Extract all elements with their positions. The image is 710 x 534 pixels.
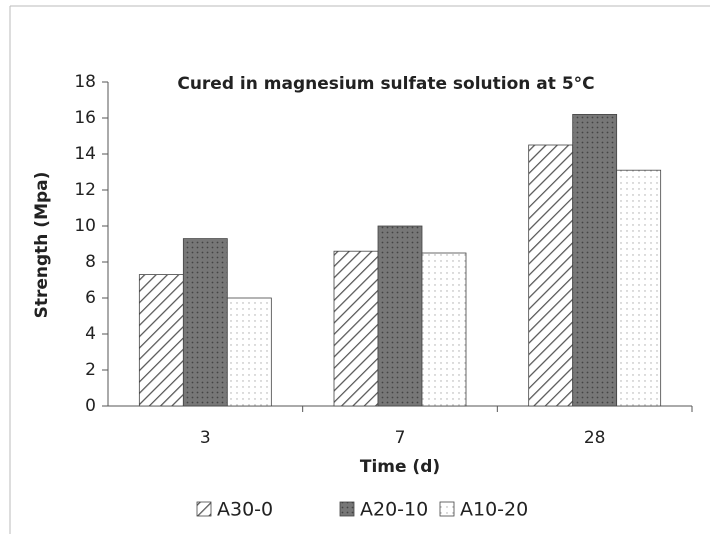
y-tick-label: 12 (74, 180, 96, 200)
bar (226, 297, 272, 407)
y-tick-label: 6 (85, 288, 96, 308)
y-tick-label: 14 (74, 144, 96, 164)
bar (333, 250, 379, 407)
y-tick-label: 0 (85, 396, 96, 416)
bar (572, 114, 618, 407)
legend-label: A10-20 (460, 499, 528, 521)
y-tick-label: 16 (74, 108, 96, 128)
bar (377, 225, 423, 407)
legend-swatch (339, 501, 355, 517)
x-tick-label: 7 (395, 428, 406, 448)
bar (138, 274, 184, 407)
y-tick-label: 2 (85, 360, 96, 380)
y-axis-label: Strength (Mpa) (32, 172, 52, 319)
legend-swatch (439, 501, 455, 517)
x-tick-label: 28 (584, 428, 606, 448)
legend-label: A20-10 (360, 499, 428, 521)
y-tick-label: 10 (74, 216, 96, 236)
bar (616, 169, 662, 407)
x-axis-label: Time (d) (360, 457, 440, 477)
legend-swatch (196, 501, 212, 517)
y-tick-label: 18 (74, 72, 96, 92)
legend-label: A30-0 (217, 499, 273, 521)
x-tick-label: 3 (200, 428, 211, 448)
y-tick-label: 8 (85, 252, 96, 272)
bar (528, 144, 574, 407)
bar (421, 252, 467, 407)
bar (182, 238, 228, 407)
chart-title: Cured in magnesium sulfate solution at 5… (177, 74, 594, 94)
y-tick-label: 4 (85, 324, 96, 344)
